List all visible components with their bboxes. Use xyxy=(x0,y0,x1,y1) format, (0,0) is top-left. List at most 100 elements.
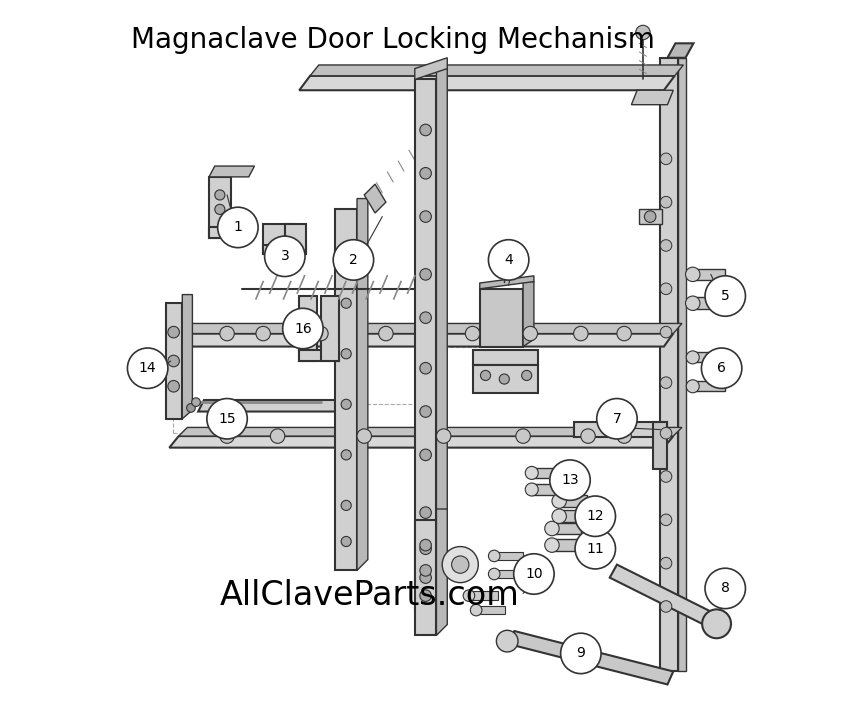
Circle shape xyxy=(496,630,518,652)
Circle shape xyxy=(552,494,566,508)
Circle shape xyxy=(168,326,180,338)
Polygon shape xyxy=(473,365,538,393)
Circle shape xyxy=(705,276,745,316)
Circle shape xyxy=(442,547,479,583)
Circle shape xyxy=(489,568,500,580)
Text: 10: 10 xyxy=(525,567,543,581)
Polygon shape xyxy=(263,224,292,254)
Circle shape xyxy=(470,604,482,616)
Circle shape xyxy=(575,529,615,569)
Circle shape xyxy=(207,399,247,439)
Polygon shape xyxy=(179,323,682,334)
Circle shape xyxy=(522,370,532,380)
Circle shape xyxy=(705,568,745,609)
Circle shape xyxy=(357,429,371,443)
Circle shape xyxy=(581,429,595,443)
Polygon shape xyxy=(653,422,668,469)
Text: 13: 13 xyxy=(561,473,579,487)
Polygon shape xyxy=(495,552,523,560)
Polygon shape xyxy=(209,177,230,238)
Polygon shape xyxy=(693,352,725,362)
Circle shape xyxy=(333,240,374,280)
Circle shape xyxy=(419,543,431,554)
Text: 1: 1 xyxy=(234,220,242,235)
Circle shape xyxy=(544,538,560,552)
Polygon shape xyxy=(209,227,249,238)
Circle shape xyxy=(660,514,672,526)
Polygon shape xyxy=(693,269,725,280)
Circle shape xyxy=(419,507,431,518)
Circle shape xyxy=(256,326,270,341)
Circle shape xyxy=(525,466,538,479)
Circle shape xyxy=(660,240,672,251)
Circle shape xyxy=(574,326,588,341)
Circle shape xyxy=(283,308,323,349)
Polygon shape xyxy=(639,209,662,224)
Circle shape xyxy=(480,370,490,380)
Polygon shape xyxy=(414,79,436,610)
Circle shape xyxy=(192,398,200,406)
Circle shape xyxy=(685,296,700,310)
Circle shape xyxy=(314,326,328,341)
Circle shape xyxy=(514,554,555,594)
Text: 7: 7 xyxy=(613,412,621,426)
Text: 11: 11 xyxy=(587,542,604,556)
Polygon shape xyxy=(609,565,718,628)
Circle shape xyxy=(660,557,672,569)
Polygon shape xyxy=(300,296,317,361)
Circle shape xyxy=(686,380,699,393)
Circle shape xyxy=(214,204,225,214)
Circle shape xyxy=(636,25,650,40)
Polygon shape xyxy=(479,276,534,289)
Circle shape xyxy=(341,536,351,547)
Polygon shape xyxy=(532,468,560,478)
Polygon shape xyxy=(552,539,581,551)
Polygon shape xyxy=(668,43,694,58)
Polygon shape xyxy=(284,224,306,254)
Circle shape xyxy=(463,590,474,601)
Text: 16: 16 xyxy=(294,321,311,336)
Text: 2: 2 xyxy=(349,253,358,267)
Text: 14: 14 xyxy=(138,361,156,375)
Circle shape xyxy=(660,153,672,165)
Circle shape xyxy=(701,348,742,388)
Polygon shape xyxy=(179,427,682,436)
Circle shape xyxy=(219,326,235,341)
Circle shape xyxy=(341,450,351,460)
Circle shape xyxy=(702,609,731,638)
Polygon shape xyxy=(574,422,668,437)
Circle shape xyxy=(660,427,672,439)
Circle shape xyxy=(168,355,180,367)
Circle shape xyxy=(685,267,700,282)
Polygon shape xyxy=(523,282,534,347)
Polygon shape xyxy=(660,58,679,671)
Polygon shape xyxy=(182,295,192,419)
Polygon shape xyxy=(165,303,182,419)
Circle shape xyxy=(265,236,305,277)
Text: AllClaveParts.com: AllClaveParts.com xyxy=(219,579,520,612)
Polygon shape xyxy=(552,523,581,534)
Circle shape xyxy=(523,326,538,341)
Circle shape xyxy=(597,399,637,439)
Circle shape xyxy=(419,449,431,461)
Polygon shape xyxy=(476,606,505,614)
Polygon shape xyxy=(335,209,357,570)
Circle shape xyxy=(560,633,601,674)
Circle shape xyxy=(419,362,431,374)
Circle shape xyxy=(489,550,500,562)
Polygon shape xyxy=(495,570,523,578)
Circle shape xyxy=(660,196,672,208)
Text: 4: 4 xyxy=(504,253,513,267)
Circle shape xyxy=(419,565,431,576)
Circle shape xyxy=(419,590,431,601)
Text: 12: 12 xyxy=(587,509,604,523)
Polygon shape xyxy=(170,436,674,448)
Circle shape xyxy=(552,509,566,523)
Polygon shape xyxy=(365,184,386,213)
Circle shape xyxy=(419,312,431,323)
Polygon shape xyxy=(560,495,587,507)
Polygon shape xyxy=(263,245,306,254)
Polygon shape xyxy=(300,76,674,90)
Polygon shape xyxy=(436,69,447,610)
Polygon shape xyxy=(170,334,674,347)
